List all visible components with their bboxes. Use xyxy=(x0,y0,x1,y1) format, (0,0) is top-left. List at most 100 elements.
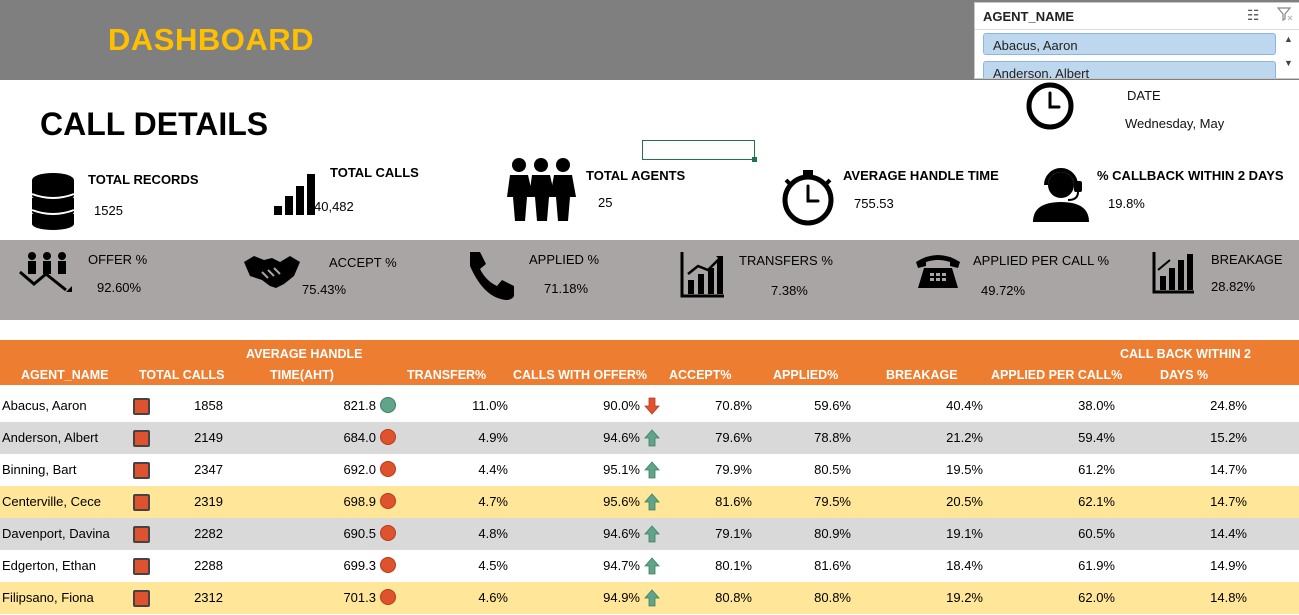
agent-name-slicer[interactable]: AGENT_NAME ☷ Abacus, Aaron Anderson, Alb… xyxy=(974,2,1299,79)
kpi-label-average-handle-time: AVERAGE HANDLE TIME xyxy=(843,168,999,183)
cell-apc: 61.2% xyxy=(1078,462,1115,477)
table-row: Anderson, Albert 2149 684.0 4.9% 94.6% 79.6% 7… xyxy=(0,422,1299,454)
fill-handle[interactable] xyxy=(752,157,757,162)
cell-applied: 81.6% xyxy=(814,558,851,573)
cell-offer: 94.7% xyxy=(603,558,640,573)
calls-status-icon xyxy=(133,494,150,511)
aht-red-status-icon xyxy=(380,429,396,445)
cell-accept: 79.9% xyxy=(715,462,752,477)
cell-applied: 80.5% xyxy=(814,462,851,477)
cell-calls: 2312 xyxy=(194,590,223,605)
calls-status-icon xyxy=(133,526,150,543)
th-transfer: TRANSFER% xyxy=(407,368,487,382)
rate-value-offer: 92.60% xyxy=(97,280,142,295)
cell-breakage: 40.4% xyxy=(946,398,983,413)
table-row: Davenport, Davina 2282 690.5 4.8% 94.6% 79.1%… xyxy=(0,518,1299,550)
cell-offer: 94.6% xyxy=(603,526,640,541)
headset-agent-icon xyxy=(1030,166,1092,224)
slicer-item-abacus-aaron[interactable]: Abacus, Aaron xyxy=(983,33,1276,55)
rate-value-transfers: 7.38% xyxy=(771,283,808,298)
arrow-up-icon xyxy=(644,493,660,511)
cell-apc: 61.9% xyxy=(1078,558,1115,573)
rates-band xyxy=(0,240,1299,320)
kpi-label-total-agents: TOTAL AGENTS xyxy=(586,168,686,183)
cell-cb: 14.4% xyxy=(1210,526,1247,541)
multi-select-icon[interactable]: ☷ xyxy=(1247,7,1260,23)
signal-bars-icon xyxy=(272,168,324,216)
cell-agent: Binning, Bart xyxy=(2,462,77,477)
rate-label-accept: ACCEPT % xyxy=(329,255,397,270)
cell-transfer: 4.6% xyxy=(478,590,508,605)
kpi-value-total-records: 1525 xyxy=(94,203,123,218)
cell-agent: Anderson, Albert xyxy=(2,430,99,445)
th-applied: APPLIED% xyxy=(773,368,839,382)
th-callback-line2: DAYS % xyxy=(1160,368,1209,382)
cell-transfer: 4.9% xyxy=(478,430,508,445)
cell-applied: 79.5% xyxy=(814,494,851,509)
growth-chart-icon xyxy=(680,250,726,298)
cell-calls: 2347 xyxy=(194,462,223,477)
clear-filter-icon[interactable] xyxy=(1277,6,1293,22)
database-icon xyxy=(30,172,76,230)
rate-label-breakage: BREAKAGE xyxy=(1211,252,1283,267)
cell-cb: 14.9% xyxy=(1210,558,1247,573)
th-applied-per-call: APPLIED PER CALL% xyxy=(991,368,1123,382)
rate-value-applied-per-call: 49.72% xyxy=(981,283,1026,298)
cell-apc: 38.0% xyxy=(1078,398,1115,413)
slicer-item-anderson-albert[interactable]: Anderson, Albert xyxy=(983,61,1276,78)
cell-offer: 94.6% xyxy=(603,430,640,445)
cell-transfer: 11.0% xyxy=(472,398,508,413)
kpi-label-total-records: TOTAL RECORDS xyxy=(88,172,199,187)
slicer-title: AGENT_NAME xyxy=(983,9,1075,24)
bar-chart-icon xyxy=(1152,250,1196,294)
cell-apc: 62.1% xyxy=(1078,494,1115,509)
cell-accept: 70.8% xyxy=(715,398,752,413)
scroll-down-icon[interactable]: ▼ xyxy=(1284,58,1293,68)
aht-red-status-icon xyxy=(380,557,396,573)
kpi-value-callback-within-2-days: 19.8% xyxy=(1108,196,1145,211)
cell-applied: 80.8% xyxy=(814,590,851,605)
cell-apc: 59.4% xyxy=(1078,430,1115,445)
table-row: Edgerton, Ethan 2288 699.3 4.5% 94.7% 80.1% 81… xyxy=(0,550,1299,582)
cell-transfer: 4.4% xyxy=(478,462,508,477)
section-title: CALL DETAILS xyxy=(40,106,269,142)
cell-aht: 690.5 xyxy=(343,526,376,541)
cell-breakage: 21.2% xyxy=(946,430,983,445)
cell-breakage: 19.1% xyxy=(946,526,983,541)
clock-icon xyxy=(1019,82,1081,132)
cell-offer: 94.9% xyxy=(603,590,640,605)
kpi-label-callback-within-2-days: % CALLBACK WITHIN 2 DAYS xyxy=(1097,168,1284,183)
aht-red-status-icon xyxy=(380,461,396,477)
telephone-icon xyxy=(914,250,962,290)
arrow-up-icon xyxy=(644,525,660,543)
th-breakage: BREAKAGE xyxy=(886,368,958,382)
cell-offer: 90.0% xyxy=(603,398,640,413)
cell-accept: 79.1% xyxy=(715,526,752,541)
th-aht-line2: TIME(AHT) xyxy=(270,368,334,382)
calls-status-icon xyxy=(133,398,150,415)
cell-aht: 699.3 xyxy=(343,558,376,573)
selected-cell[interactable] xyxy=(642,140,755,160)
cell-agent: Edgerton, Ethan xyxy=(2,558,96,573)
th-accept: ACCEPT% xyxy=(669,368,732,382)
table-header: AGENT_NAME TOTAL CALLS AVERAGE HANDLE TI… xyxy=(0,340,1299,385)
table-row: Abacus, Aaron 1858 821.8 11.0% 90.0% 70.8% 59.… xyxy=(0,390,1299,422)
stopwatch-icon xyxy=(778,168,838,226)
cell-calls: 1858 xyxy=(194,398,223,413)
people-icon xyxy=(506,156,576,222)
cell-applied: 59.6% xyxy=(814,398,851,413)
rate-label-transfers: TRANSFERS % xyxy=(739,253,833,268)
date-value: Wednesday, May xyxy=(1125,116,1225,131)
aht-red-status-icon xyxy=(380,589,396,605)
cell-transfer: 4.7% xyxy=(478,494,508,509)
rate-value-applied: 71.18% xyxy=(544,281,589,296)
cell-agent: Abacus, Aaron xyxy=(2,398,87,413)
cell-aht: 701.3 xyxy=(343,590,376,605)
kpi-value-total-calls: 40,482 xyxy=(314,199,354,214)
cell-aht: 698.9 xyxy=(343,494,376,509)
cell-aht: 684.0 xyxy=(343,430,376,445)
scroll-up-icon[interactable]: ▲ xyxy=(1284,34,1293,44)
cell-calls: 2288 xyxy=(194,558,223,573)
rate-label-offer: OFFER % xyxy=(88,252,148,267)
th-callback-line1: CALL BACK WITHIN 2 xyxy=(1120,347,1252,361)
